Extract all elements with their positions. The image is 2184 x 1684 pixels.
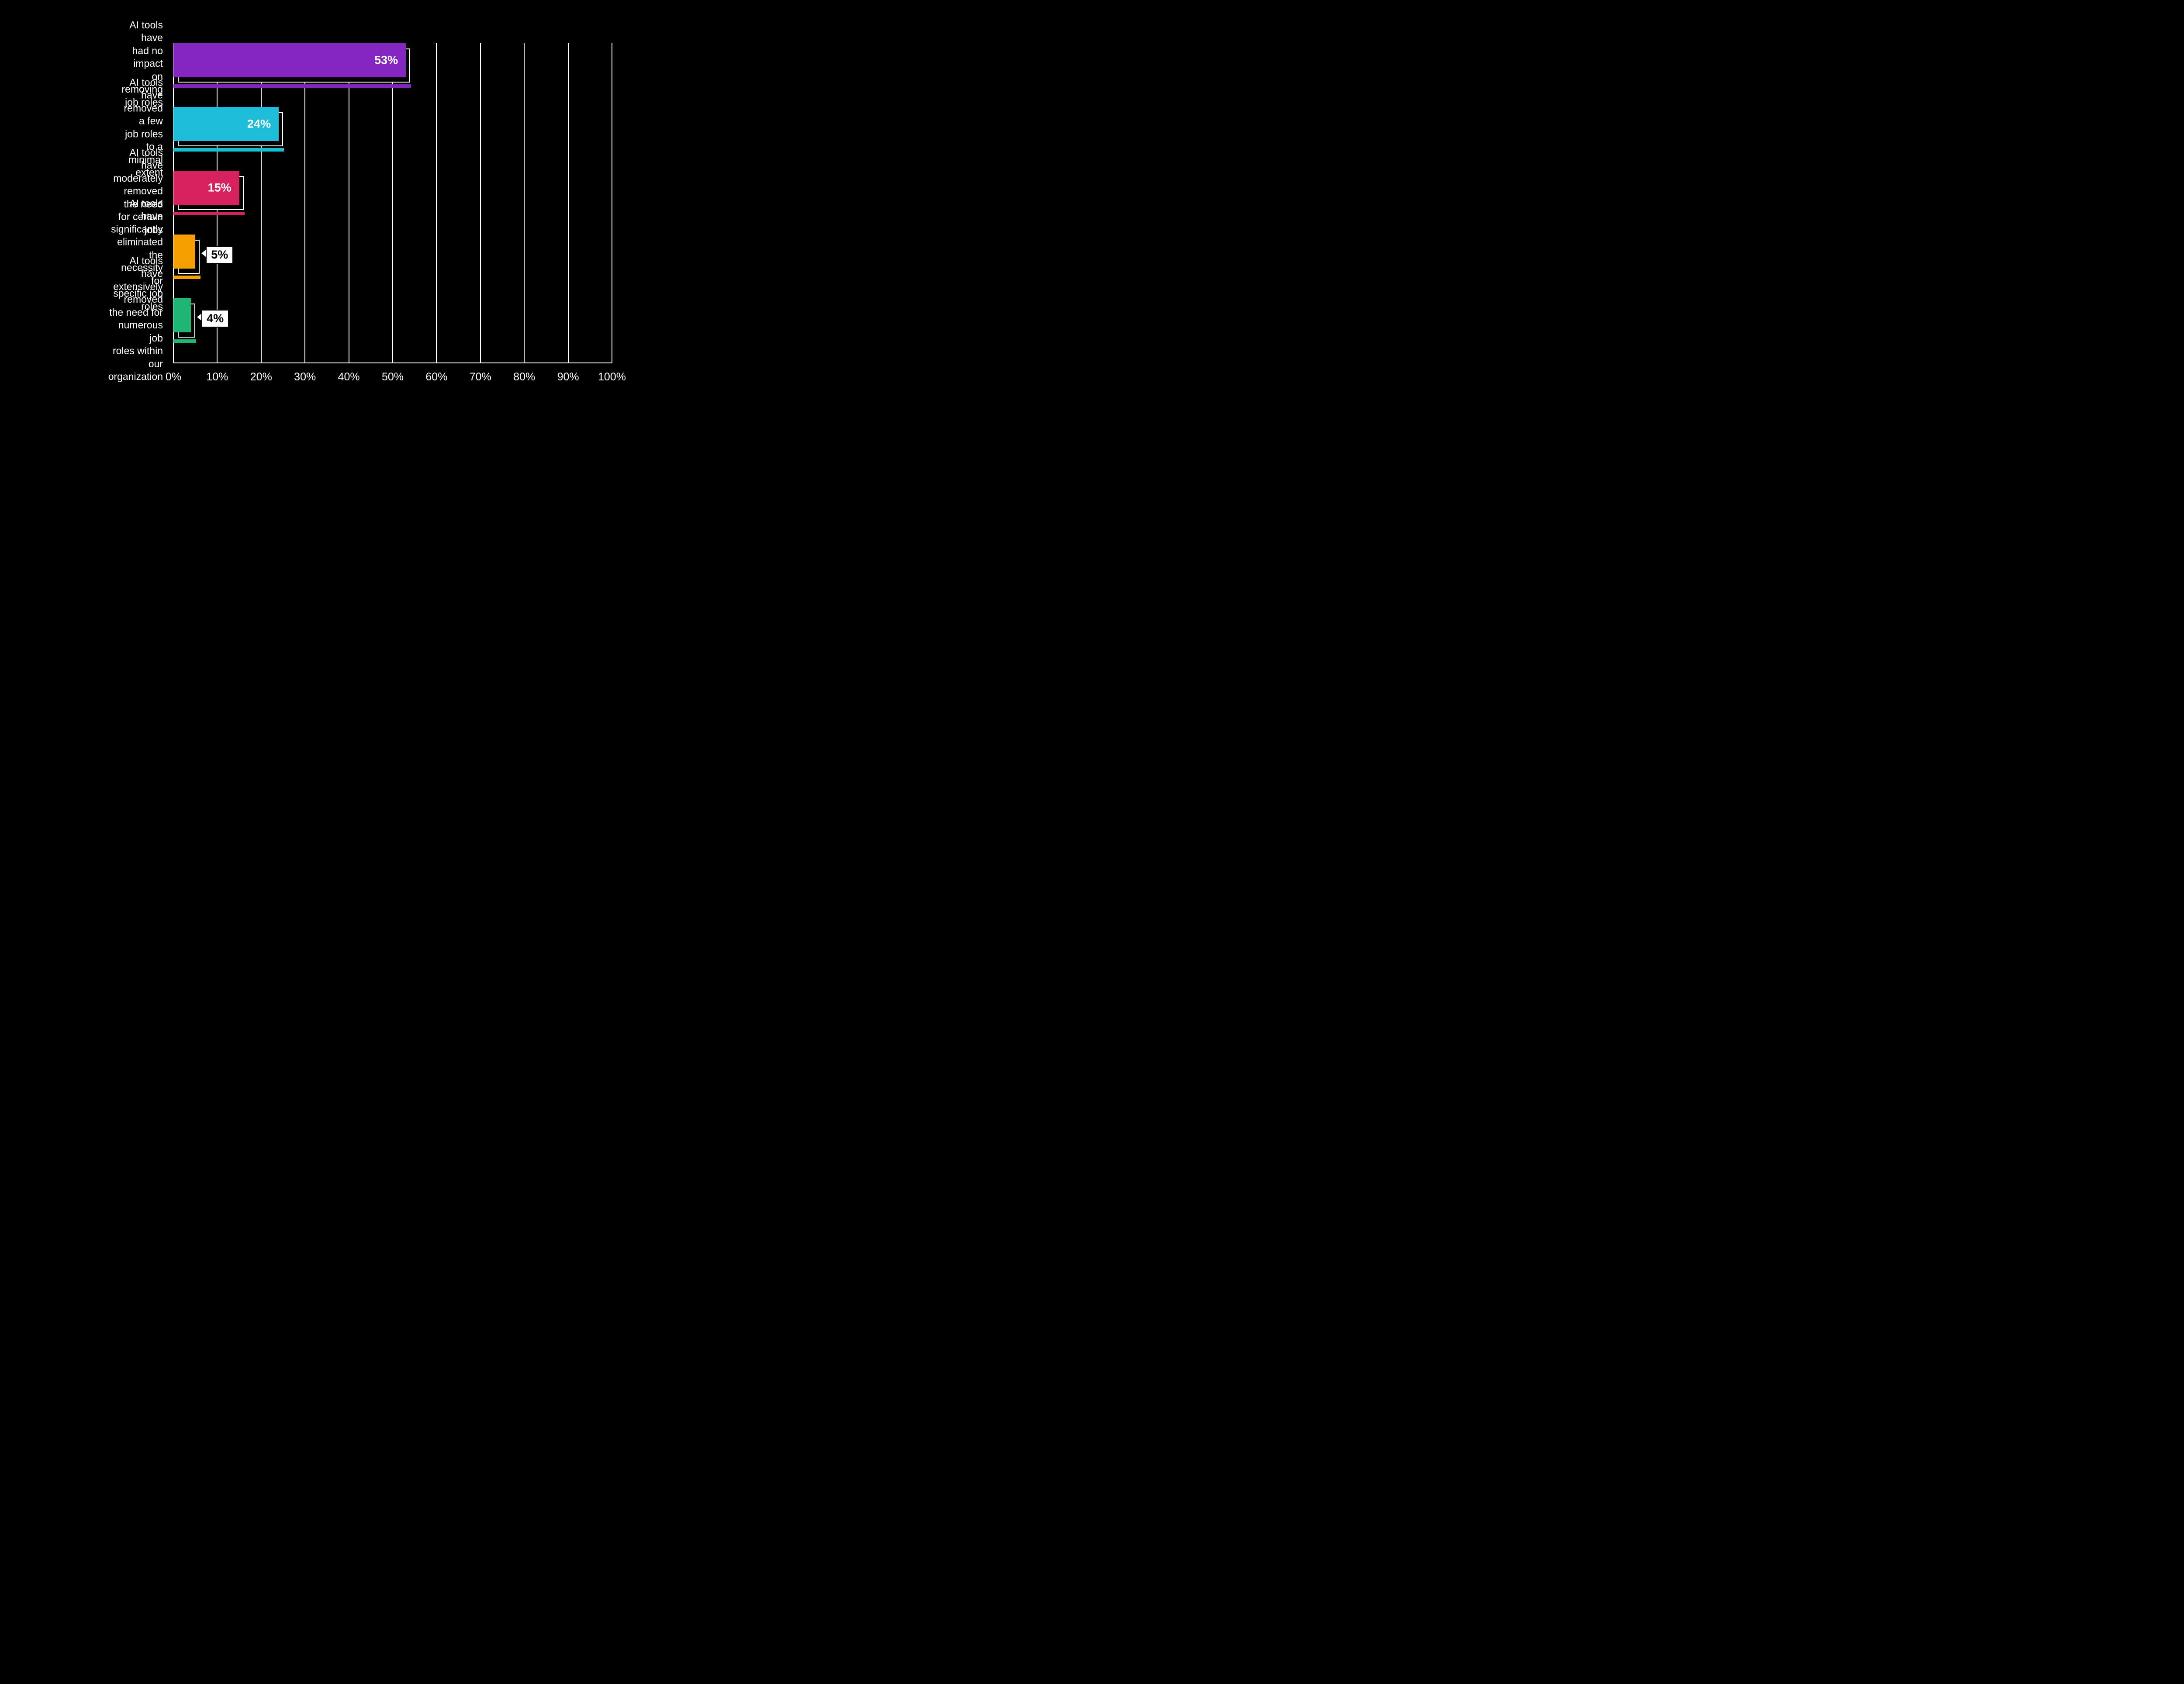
- x-tick-label: 20%: [250, 371, 272, 383]
- x-tick-label: 80%: [513, 371, 535, 383]
- x-tick-label: 70%: [470, 371, 491, 383]
- bar-row: AI tools have removed a few job roles to…: [173, 107, 612, 148]
- value-label: 24%: [247, 117, 271, 131]
- bar-row: AI tools have moderately removed the nee…: [173, 171, 612, 212]
- plot-area: 0%10%20%30%40%50%60%70%80%90%100%AI tool…: [173, 43, 612, 363]
- bar-chart: 0%10%20%30%40%50%60%70%80%90%100%AI tool…: [0, 0, 655, 421]
- x-tick-label: 90%: [557, 371, 579, 383]
- value-label: 4%: [201, 310, 229, 328]
- bar: [173, 298, 191, 332]
- bar-underline: [173, 212, 245, 215]
- value-label: 53%: [374, 54, 398, 67]
- callout-notch: [197, 314, 201, 321]
- x-tick-label: 60%: [425, 371, 447, 383]
- x-tick-label: 30%: [294, 371, 316, 383]
- x-tick-label: 100%: [598, 371, 626, 383]
- x-tick-label: 10%: [206, 371, 228, 383]
- callout-notch: [201, 250, 206, 257]
- category-label: AI tools have extensively removed the ne…: [108, 255, 173, 383]
- bar-underline: [173, 148, 284, 152]
- x-axis-line: [173, 362, 612, 363]
- bar-row: AI tools have significantly eliminated t…: [173, 235, 612, 276]
- bar-underline: [173, 339, 196, 343]
- bar: [173, 43, 406, 77]
- bar-underline: [173, 276, 200, 279]
- x-tick-label: 50%: [382, 371, 404, 383]
- bar-row: AI tools have had no impact on removing …: [173, 43, 612, 84]
- value-label: 15%: [208, 181, 232, 195]
- bar-underline: [173, 84, 411, 88]
- x-tick-label: 40%: [338, 371, 360, 383]
- value-label: 5%: [206, 246, 233, 264]
- bar-row: AI tools have extensively removed the ne…: [173, 298, 612, 339]
- bar: [173, 235, 195, 269]
